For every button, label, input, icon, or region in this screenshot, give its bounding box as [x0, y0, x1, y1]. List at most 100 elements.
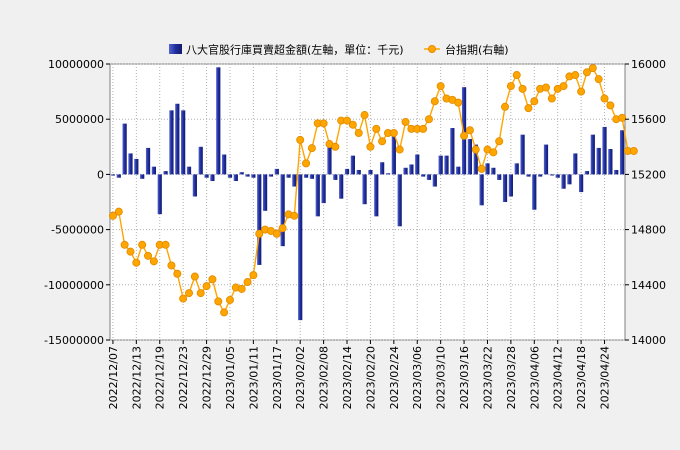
bar: [222, 154, 227, 175]
bar: [292, 174, 297, 187]
line-series: [108, 64, 638, 317]
bar: [274, 168, 279, 175]
x-tick-label: 2022/12/29: [201, 346, 214, 409]
y-left-tick-label: 0: [97, 168, 104, 181]
bar: [163, 171, 168, 175]
bar: [245, 174, 250, 177]
x-tick-label: 2022/12/19: [154, 346, 167, 409]
x-tick-label: 2023/04/12: [552, 346, 565, 409]
line-point: [606, 101, 615, 110]
bar: [262, 174, 268, 211]
line-point: [471, 145, 480, 154]
bar: [415, 154, 420, 175]
bar: [444, 155, 449, 175]
line-point: [489, 148, 498, 157]
bar: [385, 173, 391, 175]
bar: [555, 174, 560, 178]
line-point: [196, 289, 205, 298]
line-point: [190, 272, 199, 281]
bar: [380, 162, 385, 175]
bar: [409, 164, 414, 175]
bar: [391, 135, 396, 175]
line-point: [208, 275, 217, 284]
bar: [157, 174, 162, 215]
bar: [491, 167, 496, 175]
bar: [473, 144, 478, 175]
x-tick-label: 2023/01/05: [224, 346, 237, 409]
line-point: [495, 137, 504, 146]
y-right-tick-label: 15200: [631, 168, 666, 181]
line-point: [138, 240, 147, 249]
y-left-tick-label: 10000000: [48, 58, 104, 71]
bar: [280, 174, 285, 247]
bar: [116, 174, 121, 178]
x-tick-label: 2023/02/20: [364, 346, 377, 409]
bar: [508, 174, 513, 197]
bar: [204, 174, 209, 178]
x-tick-label: 2023/03/22: [481, 346, 494, 409]
x-tick-label: 2023/03/28: [505, 346, 518, 409]
x-tick-label: 2023/03/10: [435, 346, 448, 409]
bar: [590, 134, 595, 175]
bar: [192, 174, 197, 197]
line-point: [108, 211, 117, 220]
bar: [526, 174, 531, 177]
line-point: [582, 68, 591, 77]
bar: [497, 174, 502, 180]
bar: [461, 87, 467, 175]
y-left-tick-label: -15000000: [44, 334, 104, 347]
bar: [298, 174, 303, 321]
x-tick-label: 2022/12/07: [107, 346, 120, 409]
legend-bar-swatch: [169, 44, 182, 54]
line-point: [343, 116, 352, 125]
legend-bar-label: 八大官股行庫買賣超金額(左軸，單位：千元): [186, 43, 404, 57]
bar: [233, 174, 238, 182]
line-point: [378, 137, 387, 146]
line-point: [202, 282, 211, 291]
bar: [350, 155, 355, 175]
bar-series: [110, 67, 625, 321]
line-point: [243, 278, 252, 287]
x-tick-label: 2023/02/14: [341, 346, 354, 409]
y-axis-right: 16000 15600 15200 14800 14400 14000: [625, 58, 666, 347]
bar: [573, 153, 578, 175]
line-point: [360, 111, 369, 120]
line-point: [307, 144, 316, 153]
line-point: [530, 97, 539, 106]
bar: [151, 166, 156, 175]
line-point: [372, 124, 381, 133]
bar: [344, 168, 350, 175]
bar: [619, 130, 625, 175]
line-point: [571, 71, 580, 80]
gridlines: [110, 63, 625, 341]
bar: [356, 169, 361, 175]
bar: [110, 174, 116, 176]
bar: [438, 155, 443, 175]
line-point: [419, 124, 428, 133]
bar: [315, 174, 320, 217]
x-tick-label: 2023/04/06: [528, 346, 541, 409]
line-point: [541, 83, 550, 92]
line-point: [225, 295, 234, 304]
bar: [602, 126, 607, 175]
line-point: [126, 247, 135, 256]
bar: [321, 174, 326, 204]
bar: [362, 174, 367, 205]
plot-area: [109, 63, 626, 341]
y-right-tick-label: 14800: [631, 224, 666, 237]
line-point: [173, 269, 182, 278]
line-point: [179, 294, 188, 303]
line-point: [465, 126, 474, 135]
line-point: [559, 82, 568, 91]
bar: [257, 174, 262, 265]
line-point: [214, 297, 223, 306]
line-point: [436, 82, 445, 91]
line-point: [249, 271, 258, 280]
line-point: [167, 261, 176, 270]
bar: [538, 174, 543, 177]
line-point: [278, 224, 287, 233]
bar: [128, 153, 133, 175]
bar: [397, 174, 402, 227]
line-point: [547, 94, 556, 103]
bar: [420, 174, 426, 177]
